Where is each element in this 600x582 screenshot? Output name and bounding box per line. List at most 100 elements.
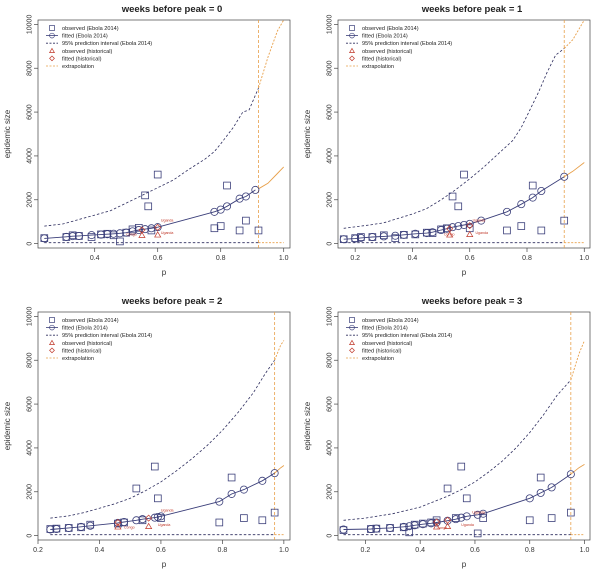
panel-title: weeks before peak = 1: [421, 4, 523, 15]
plot-frame: [37, 19, 291, 249]
y-tick-label: 2000: [326, 192, 333, 208]
observed-point: [254, 226, 263, 235]
fitted-point: [477, 216, 486, 225]
legend-label: observed (historical): [362, 341, 413, 347]
legend-historical-fitted-symbol: [49, 347, 55, 354]
observed-point: [410, 520, 419, 529]
legend-label: 95% prediction interval (Ebola 2014): [362, 41, 452, 47]
observed-point: [428, 229, 437, 237]
legend-observed-symbol: [49, 317, 55, 323]
fitted-point: [457, 513, 466, 522]
observed-point: [150, 462, 159, 471]
observed-point: [405, 528, 414, 537]
fitted-point: [405, 522, 414, 531]
observed-point: [240, 514, 248, 522]
extrapolation-fitted-line: [563, 162, 585, 178]
historical-fitted-point: [114, 518, 122, 526]
legend-label: observed (historical): [62, 341, 113, 347]
historical-label: Uganda: [161, 509, 174, 513]
legend-fitted-symbol: [349, 32, 355, 39]
x-tick-label: 1.0: [579, 255, 589, 262]
observed-point: [528, 181, 537, 190]
fitted-point: [566, 470, 575, 479]
observed-point: [147, 226, 156, 235]
observed-point: [357, 233, 365, 241]
x-axis-title: p: [162, 560, 167, 569]
legend: observed (Ebola 2014) fitted (Ebola 2014)…: [346, 25, 452, 70]
x-tick-label: 0.6: [156, 547, 166, 554]
observed-point: [227, 473, 236, 482]
y-tick-label: 0: [26, 242, 33, 246]
fitted-point: [241, 192, 250, 201]
observed-point: [473, 529, 482, 538]
legend-label: fitted (historical): [62, 348, 102, 354]
fitted-point: [239, 485, 248, 494]
historical-observed-point: [443, 522, 452, 529]
observed-point: [153, 170, 162, 179]
x-tick-label: 0.2: [361, 547, 371, 554]
historical-label: Uganda: [161, 219, 174, 223]
observed-point: [138, 516, 147, 525]
observed-point: [411, 230, 420, 239]
fitted-point: [141, 225, 150, 234]
y-tick-label: 6000: [26, 396, 33, 412]
x-tick-label: 0.4: [408, 255, 418, 262]
historical-label: Congo: [124, 525, 135, 529]
historical-observed-point: [138, 231, 146, 238]
observed-point: [46, 525, 55, 533]
observed-point: [462, 494, 471, 503]
observed-point: [52, 524, 61, 533]
observed-point: [339, 235, 348, 244]
observed-point: [114, 519, 122, 528]
x-tick-label: 1.0: [580, 547, 590, 554]
legend-historical-fitted-symbol: [49, 55, 55, 62]
observed-point: [443, 224, 451, 233]
legend-label: fitted (historical): [62, 56, 102, 62]
historical-label: Uganda: [472, 511, 485, 515]
historical-fitted-point: [433, 518, 441, 526]
historical-label: Uganda: [158, 523, 171, 527]
panel-2: weeks before peak = 2 0.2 0.4 0.6 0.8 1.0 0 200…: [3, 296, 291, 569]
fitted-line: [50, 472, 275, 530]
legend-label: 95% prediction interval (Ebola 2014): [362, 333, 452, 339]
y-tick-label: 0: [326, 242, 333, 246]
historical-observed-point: [466, 230, 474, 237]
legend-historical-observed-symbol: [348, 47, 356, 53]
legend-label: 95% prediction interval (Ebola 2014): [62, 41, 152, 47]
x-tick-label: 0.8: [525, 547, 535, 554]
extrapolation-upper-line: [570, 340, 585, 381]
legend-label: observed (Ebola 2014): [62, 26, 119, 32]
x-tick-label: 0.4: [90, 255, 100, 262]
fitted-point: [528, 193, 537, 202]
y-axis-title: epidemic size: [303, 401, 312, 450]
legend-label: observed (historical): [62, 49, 113, 55]
legend-label: extrapolation: [62, 356, 94, 362]
observed-point: [443, 484, 452, 493]
extrapolation-upper-line: [274, 340, 285, 361]
observed-point: [517, 222, 526, 230]
fitted-point: [525, 494, 534, 503]
y-tick-label: 6000: [326, 104, 333, 120]
fitted-point: [502, 207, 511, 216]
x-tick-label: 0.8: [218, 547, 228, 554]
observed-point: [86, 520, 95, 529]
y-axis-title: epidemic size: [3, 109, 12, 158]
observed-point: [391, 234, 400, 242]
observed-point: [210, 224, 219, 233]
observed-point: [223, 181, 231, 190]
y-tick-label: 0: [26, 534, 33, 538]
x-axis-title: p: [162, 268, 167, 277]
observed-point: [109, 231, 118, 240]
fitted-point: [537, 186, 546, 195]
legend-observed-symbol: [349, 317, 355, 323]
observed-point: [448, 192, 457, 201]
x-tick-label: 1.0: [279, 255, 289, 262]
observed-point: [547, 514, 556, 522]
observed-point: [567, 508, 575, 517]
observed-point: [503, 226, 511, 235]
interval-upper-line: [343, 48, 565, 229]
y-tick-label: 6000: [326, 396, 333, 412]
y-tick-label: 4000: [326, 440, 333, 456]
observed-point: [141, 191, 149, 200]
legend-observed-symbol: [349, 25, 355, 31]
